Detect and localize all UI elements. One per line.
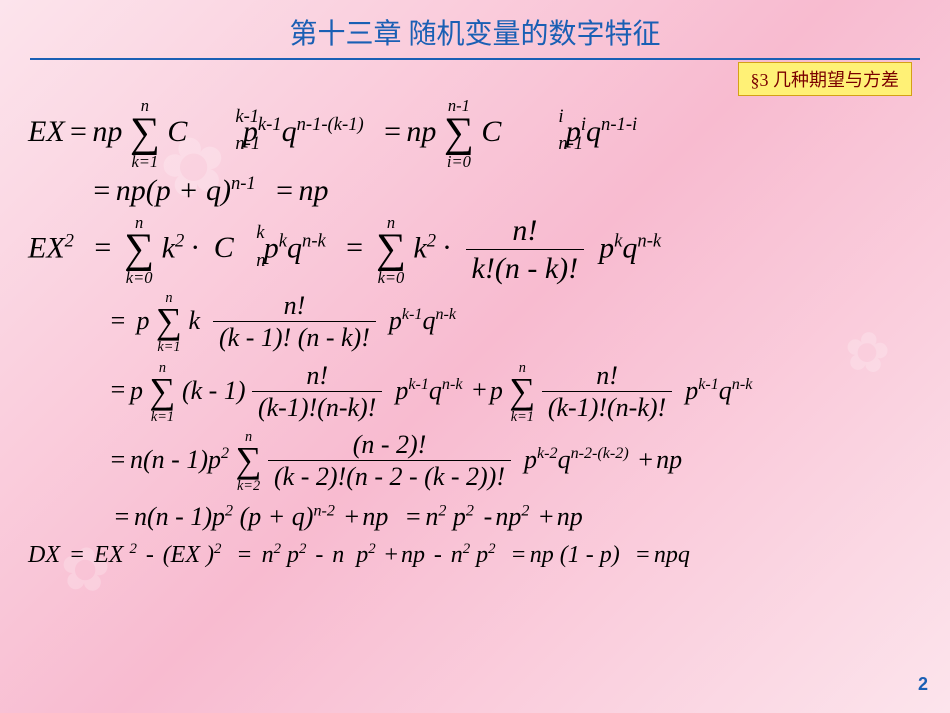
equation-line-1: EX=np n∑k=1 Ck-1n-1 pk-1qn-1-(k-1) =np n… <box>28 98 930 170</box>
equation-line-4: = p n∑k=1 k n!(k - 1)! (n - k)! pk-1qn-k <box>106 291 930 355</box>
equation-line-8: DX = EX 2 - (EX )2 = n2 p2 - n p2 +np - … <box>28 542 930 569</box>
section-badge: §3 几种期望与方差 <box>738 62 913 96</box>
chapter-title: 第十三章 随机变量的数字特征 <box>0 0 950 52</box>
page-number: 2 <box>918 674 928 695</box>
equation-line-7: =n(n - 1)p2 (p + q)n-2 +np =n2 p2 -np2 +… <box>110 502 930 532</box>
equation-line-6: =n(n - 1)p2 n∑k=2 (n - 2)!(k - 2)!(n - 2… <box>106 430 930 494</box>
equation-line-3: EX2 = n∑k=0 k2· Ckn pkqn-k = n∑k=0 k2· n… <box>28 214 930 287</box>
equation-line-2: =np(p + q)n-1 =np <box>88 174 930 208</box>
math-content: EX=np n∑k=1 Ck-1n-1 pk-1qn-1-(k-1) =np n… <box>28 98 930 569</box>
equation-line-5: =p n∑k=1 (k - 1) n!(k-1)!(n-k)! pk-1qn-k… <box>106 361 930 425</box>
title-underline <box>30 58 920 60</box>
